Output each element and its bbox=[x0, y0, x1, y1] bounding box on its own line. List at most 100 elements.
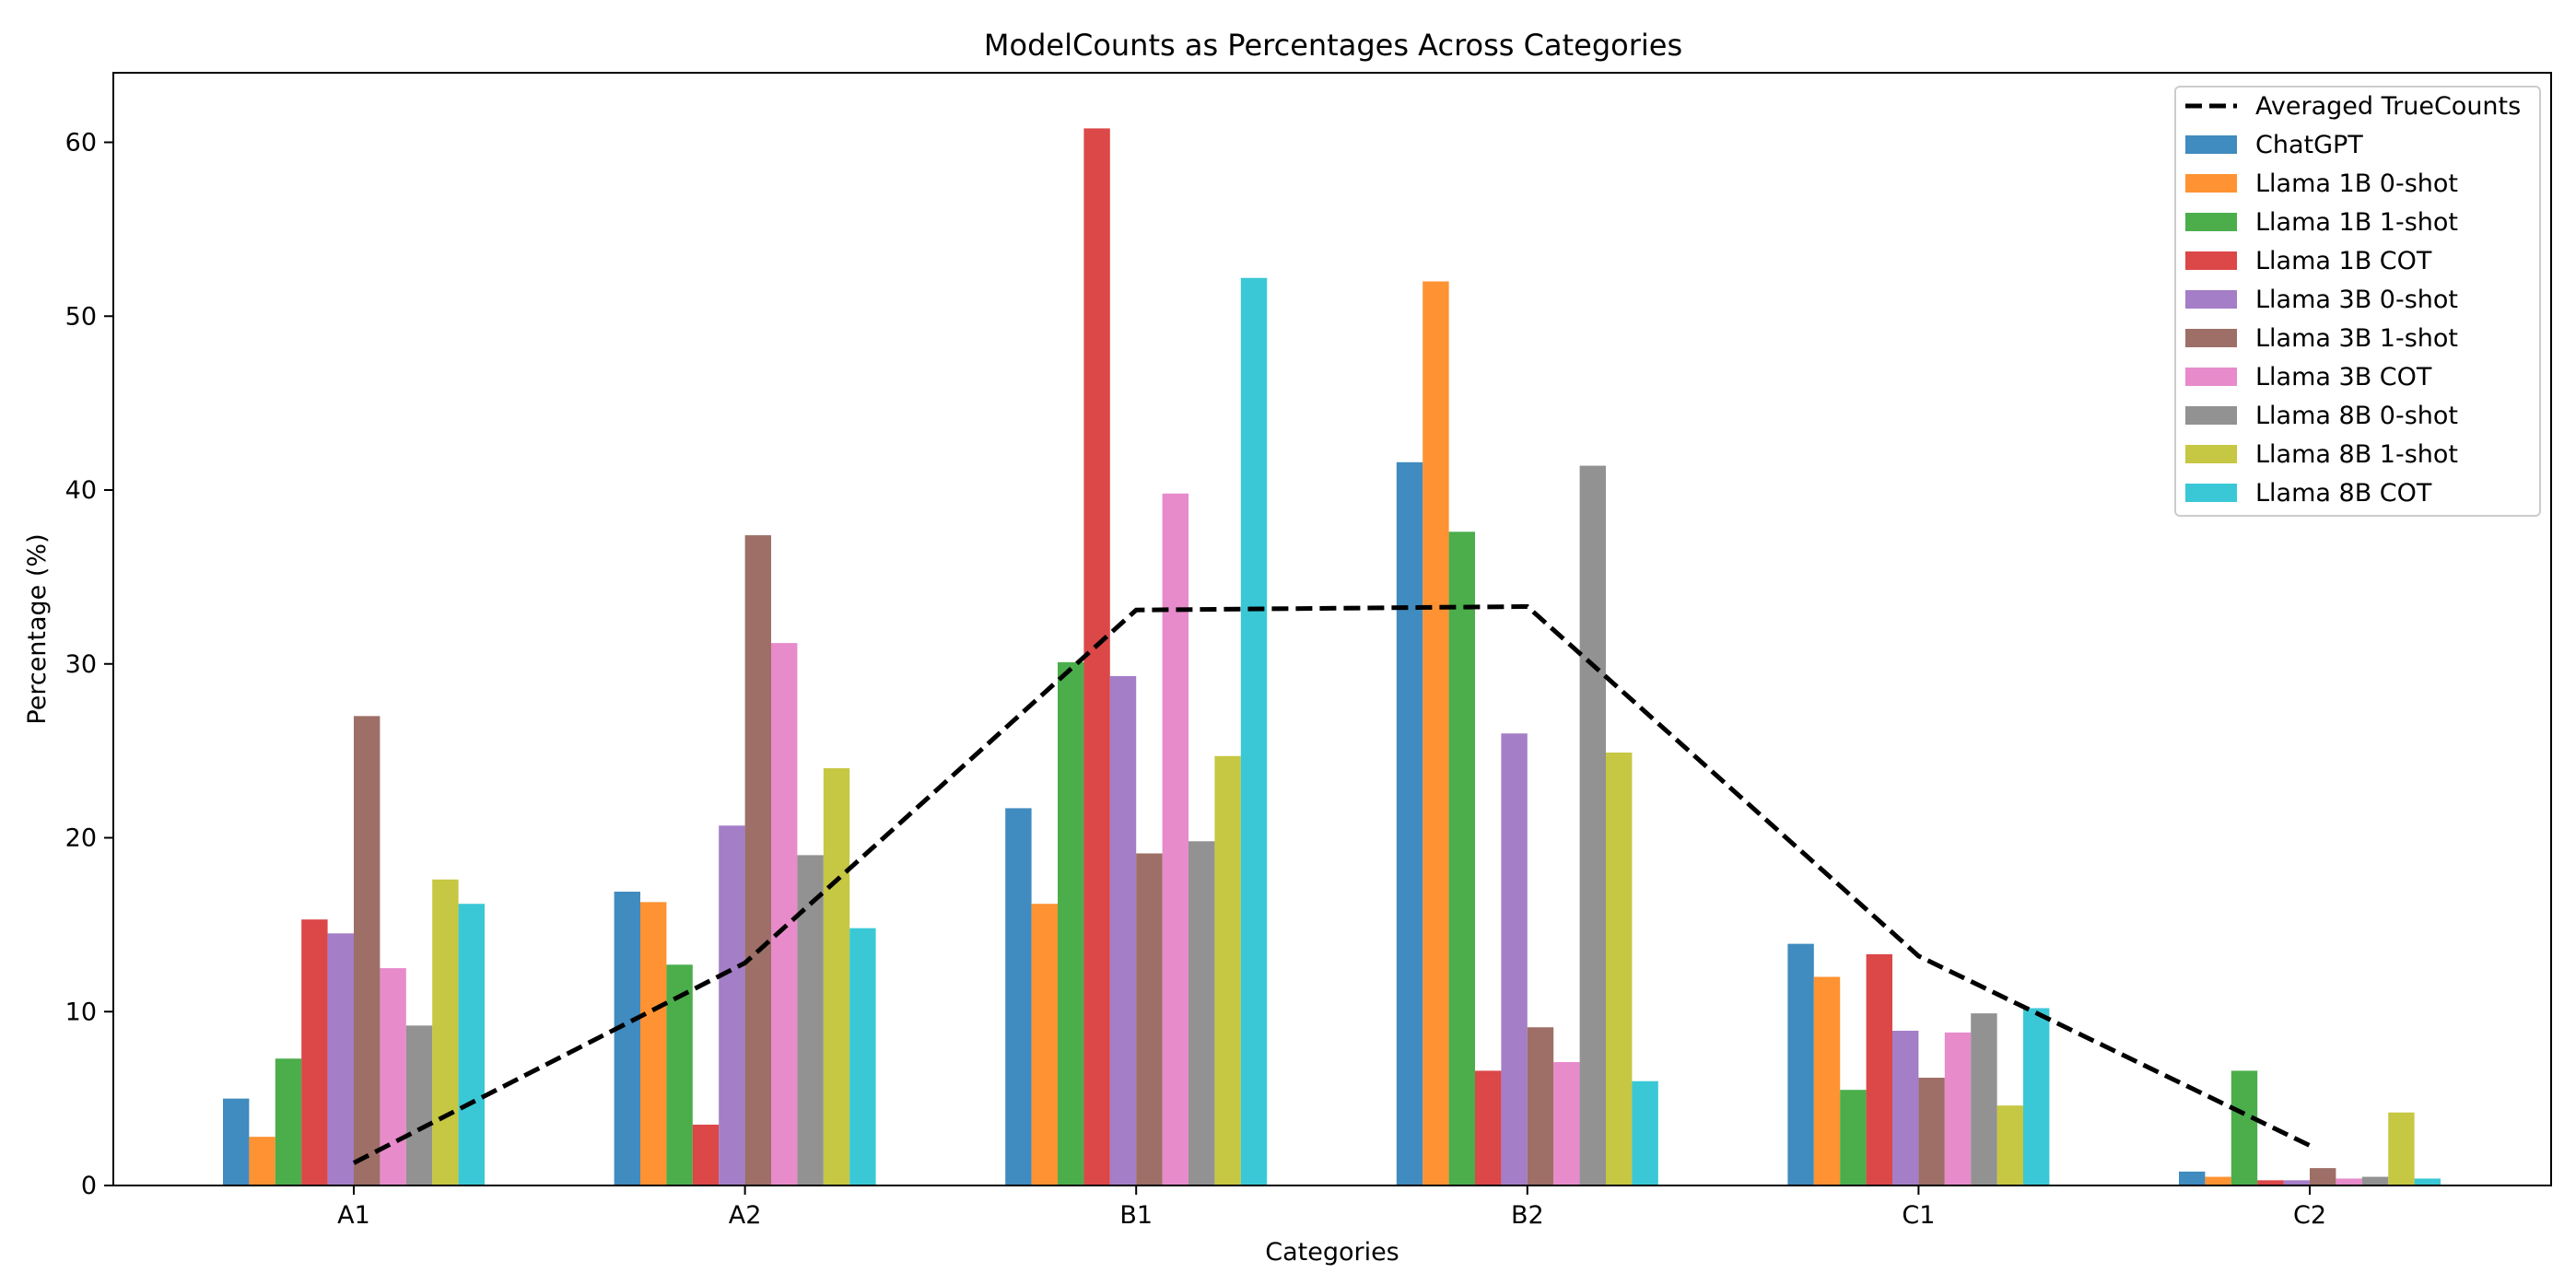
legend-swatch bbox=[2185, 213, 2237, 231]
bar-8-A1 bbox=[405, 1025, 433, 1185]
legend: Averaged TrueCounts ChatGPT Llama 1B 0-sho… bbox=[2174, 86, 2541, 517]
legend-swatch bbox=[2185, 174, 2237, 193]
bar-7-C2 bbox=[2336, 1178, 2362, 1185]
axis-ticks: A1 A2 B1 B2 C1 C2 0 10 20 30 40 50 60 bbox=[65, 129, 2326, 1231]
x-tick-label: A1 bbox=[337, 1201, 370, 1230]
y-tick-label: 0 bbox=[81, 1172, 97, 1200]
y-tick-label: 60 bbox=[65, 129, 97, 158]
bar-8-B2 bbox=[1579, 465, 1606, 1185]
bar-7-A2 bbox=[771, 643, 798, 1185]
bar-2-B1 bbox=[1031, 904, 1058, 1185]
legend-label: Llama 1B COT bbox=[2255, 247, 2432, 275]
legend-label: Llama 8B 1-shot bbox=[2255, 440, 2458, 469]
bar-5-A1 bbox=[327, 933, 354, 1185]
bar-10-C2 bbox=[2414, 1178, 2441, 1185]
bar-1-A2 bbox=[614, 892, 640, 1185]
bar-4-A1 bbox=[301, 919, 328, 1185]
bar-7-A1 bbox=[380, 968, 406, 1185]
plot-frame bbox=[112, 72, 2552, 1186]
bar-5-C2 bbox=[2283, 1180, 2310, 1185]
legend-swatch bbox=[2185, 445, 2237, 463]
bar-9-B1 bbox=[1214, 755, 1241, 1185]
bar-6-C2 bbox=[2310, 1168, 2336, 1185]
y-tick-label: 40 bbox=[65, 476, 97, 505]
bar-8-A2 bbox=[797, 855, 824, 1185]
line-layer bbox=[352, 603, 2312, 1165]
legend-swatch bbox=[2185, 368, 2237, 386]
bar-6-A2 bbox=[744, 535, 771, 1185]
y-tick-label: 50 bbox=[65, 302, 97, 331]
bar-4-B1 bbox=[1083, 128, 1110, 1185]
bar-1-B1 bbox=[1005, 808, 1032, 1185]
bar-9-C2 bbox=[2388, 1112, 2415, 1185]
legend-swatch bbox=[2185, 484, 2237, 502]
x-tick-label: B2 bbox=[1511, 1201, 1544, 1230]
bar-1-B2 bbox=[1396, 461, 1423, 1185]
legend-swatch bbox=[2185, 290, 2237, 309]
bar-2-C2 bbox=[2205, 1176, 2231, 1185]
bar-5-B2 bbox=[1501, 733, 1528, 1185]
bar-8-C1 bbox=[1971, 1013, 1997, 1185]
bar-3-C1 bbox=[1840, 1090, 1867, 1185]
bar-8-C2 bbox=[2361, 1176, 2389, 1185]
bar-3-C2 bbox=[2231, 1070, 2258, 1185]
legend-label: Llama 3B COT bbox=[2255, 363, 2432, 391]
legend-swatch bbox=[2185, 135, 2237, 154]
bar-4-C1 bbox=[1866, 953, 1892, 1185]
bar-2-C1 bbox=[1813, 976, 1841, 1185]
bar-9-B2 bbox=[1606, 753, 1633, 1185]
legend-label: Llama 3B 1-shot bbox=[2255, 324, 2458, 353]
bar-5-B1 bbox=[1109, 675, 1137, 1185]
bar-6-A1 bbox=[354, 716, 381, 1185]
legend-swatch bbox=[2185, 329, 2237, 347]
bar-10-B2 bbox=[1632, 1080, 1658, 1185]
bar-5-A2 bbox=[719, 825, 745, 1185]
bar-1-C1 bbox=[1787, 943, 1814, 1185]
bar-6-B1 bbox=[1136, 853, 1163, 1185]
bar-10-A1 bbox=[458, 904, 485, 1185]
bars-layer bbox=[223, 128, 2441, 1186]
bar-3-A2 bbox=[666, 964, 693, 1185]
chart-title: ModelCounts as Percentages Across Catego… bbox=[984, 28, 1682, 63]
bar-9-C1 bbox=[1996, 1105, 2023, 1185]
legend-frame bbox=[2174, 86, 2541, 517]
bar-7-B1 bbox=[1162, 493, 1188, 1185]
legend-swatch bbox=[2185, 406, 2237, 425]
legend-label: Averaged TrueCounts bbox=[2255, 92, 2521, 121]
legend-label: Llama 8B COT bbox=[2255, 479, 2432, 508]
bar-2-A1 bbox=[249, 1137, 275, 1185]
x-tick-label: C1 bbox=[1902, 1201, 1935, 1230]
bar-6-C1 bbox=[1918, 1077, 1945, 1185]
x-tick-label: B1 bbox=[1119, 1201, 1153, 1230]
bar-10-C1 bbox=[2023, 1008, 2050, 1185]
bar-9-A1 bbox=[432, 879, 459, 1185]
bar-2-A2 bbox=[640, 902, 667, 1185]
bar-3-B2 bbox=[1448, 531, 1475, 1185]
bar-4-A2 bbox=[692, 1124, 720, 1185]
bar-3-A1 bbox=[275, 1058, 302, 1185]
y-tick-label: 10 bbox=[65, 998, 97, 1026]
y-tick-label: 20 bbox=[65, 824, 97, 853]
y-tick-label: 30 bbox=[65, 650, 97, 679]
bar-10-A2 bbox=[849, 928, 876, 1185]
x-tick-label: C2 bbox=[2293, 1201, 2326, 1230]
bar-7-C1 bbox=[1944, 1032, 1972, 1185]
bar-2-B2 bbox=[1423, 281, 1449, 1185]
bar-4-C2 bbox=[2257, 1180, 2284, 1185]
legend-label: Llama 1B 0-shot bbox=[2255, 169, 2458, 198]
bar-8-B1 bbox=[1188, 841, 1215, 1185]
bar-5-C1 bbox=[1892, 1031, 1919, 1185]
bar-10-B1 bbox=[1240, 277, 1268, 1186]
legend-label: Llama 1B 1-shot bbox=[2255, 208, 2458, 237]
bar-1-C2 bbox=[2179, 1171, 2206, 1185]
bar-7-B2 bbox=[1553, 1061, 1580, 1185]
legend-label: ChatGPT bbox=[2255, 131, 2363, 159]
bar-9-A2 bbox=[823, 768, 850, 1185]
x-axis-title: Categories bbox=[1265, 1238, 1399, 1267]
bar-6-B2 bbox=[1527, 1027, 1554, 1185]
bar-1-A1 bbox=[223, 1098, 250, 1185]
x-tick-label: A2 bbox=[729, 1201, 762, 1230]
bar-4-B2 bbox=[1475, 1070, 1502, 1185]
bar-3-B1 bbox=[1058, 661, 1084, 1185]
